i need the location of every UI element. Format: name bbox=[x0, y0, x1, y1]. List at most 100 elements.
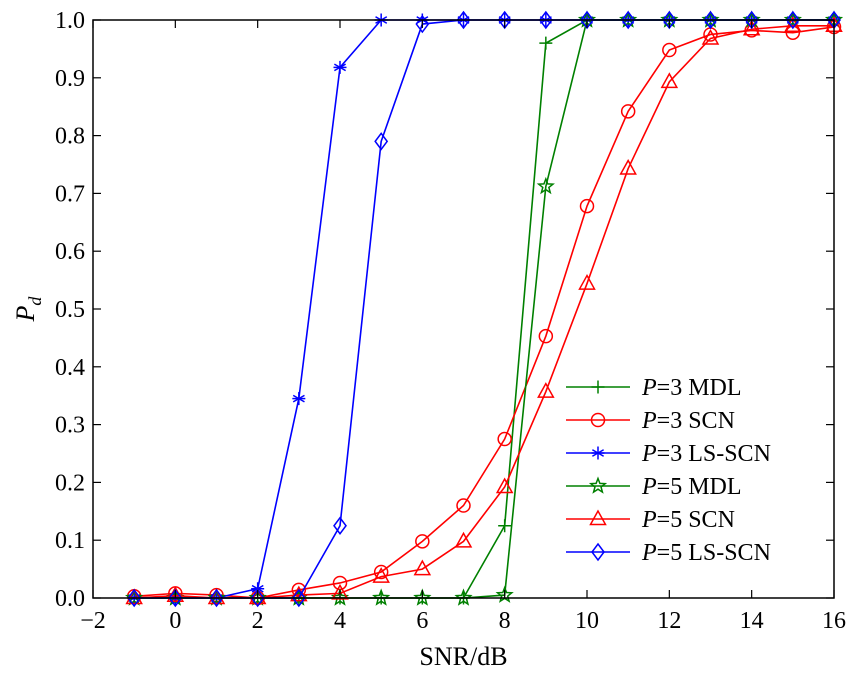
x-tick-label: −2 bbox=[80, 608, 106, 634]
marker-star bbox=[125, 588, 144, 606]
y-tick-label: 0.3 bbox=[55, 413, 85, 439]
marker-diamond bbox=[703, 10, 718, 30]
marker-triangle bbox=[537, 382, 555, 398]
marker-triangle bbox=[578, 274, 596, 290]
legend-label-var: P bbox=[641, 375, 657, 401]
legend-label: P=3 MDL bbox=[641, 375, 742, 401]
x-tick-label: 0 bbox=[169, 608, 181, 634]
marker-triangle bbox=[589, 509, 607, 526]
marker-diamond bbox=[250, 588, 265, 608]
marker-plus bbox=[539, 36, 553, 50]
marker-triangle bbox=[454, 531, 473, 548]
marker-triangle bbox=[619, 159, 637, 175]
legend-label: P=5 MDL bbox=[641, 474, 742, 500]
y-axis-label-main: P bbox=[11, 305, 40, 322]
marker-asterisk bbox=[292, 392, 306, 406]
x-tick-label: 6 bbox=[416, 608, 428, 634]
marker-diamond bbox=[168, 588, 183, 608]
marker-asterisk bbox=[333, 60, 347, 74]
marker-star bbox=[207, 588, 226, 606]
marker-triangle bbox=[742, 19, 761, 36]
legend-entry: P=5 LS-SCN bbox=[566, 540, 771, 566]
marker-diamond bbox=[591, 542, 605, 562]
marker-triangle bbox=[207, 588, 226, 605]
legend-label: P=3 LS-SCN bbox=[641, 441, 771, 467]
legend-label-var: P bbox=[641, 441, 657, 467]
y-axis-label-subscript: d bbox=[25, 296, 45, 306]
x-tick-label: 8 bbox=[499, 608, 511, 634]
marker-star bbox=[588, 476, 608, 494]
marker-diamond bbox=[415, 14, 430, 34]
marker-star bbox=[619, 10, 638, 28]
y-tick-label: 0.5 bbox=[55, 297, 85, 323]
marker-triangle bbox=[248, 588, 267, 605]
y-tick-label: 0.1 bbox=[55, 528, 85, 554]
marker-star bbox=[536, 176, 555, 195]
y-tick-label: 0.6 bbox=[55, 239, 85, 265]
legend-entry: P=3 LS-SCN bbox=[566, 441, 771, 467]
y-tick-label: 0.4 bbox=[55, 355, 85, 381]
marker-circle bbox=[497, 431, 512, 447]
marker-star bbox=[701, 10, 720, 28]
marker-circle bbox=[538, 328, 554, 344]
x-tick-label: 12 bbox=[657, 608, 681, 634]
marker-diamond bbox=[538, 10, 553, 30]
marker-triangle bbox=[125, 588, 143, 605]
y-tick-label: 0.0 bbox=[55, 586, 85, 612]
y-tick-label: 1.0 bbox=[55, 8, 85, 34]
legend-label-rest: =5 MDL bbox=[657, 474, 742, 500]
marker-circle bbox=[579, 198, 595, 214]
marker-diamond bbox=[785, 10, 800, 30]
marker-star bbox=[454, 588, 473, 606]
legend-entry: P=5 SCN bbox=[566, 507, 735, 533]
legend-label-var: P bbox=[641, 408, 657, 434]
legend-entry: P=3 SCN bbox=[566, 408, 735, 434]
marker-triangle bbox=[372, 567, 390, 583]
x-tick-label: 10 bbox=[575, 608, 599, 634]
marker-asterisk bbox=[591, 446, 605, 460]
legend-label-rest: =3 LS-SCN bbox=[657, 441, 771, 467]
marker-star bbox=[248, 588, 267, 606]
marker-diamond bbox=[291, 588, 306, 608]
legend-label: P=5 SCN bbox=[641, 507, 735, 533]
y-axis-label: Pd bbox=[11, 296, 45, 323]
marker-triangle bbox=[701, 28, 720, 45]
marker-star bbox=[413, 588, 432, 606]
marker-diamond bbox=[374, 132, 389, 151]
marker-triangle bbox=[784, 16, 802, 33]
marker-triangle bbox=[660, 72, 679, 89]
marker-diamond bbox=[127, 588, 142, 608]
legend-label-rest: =3 MDL bbox=[657, 375, 742, 401]
marker-circle bbox=[373, 564, 389, 580]
legend-label-var: P bbox=[641, 474, 657, 500]
marker-plus bbox=[591, 380, 605, 394]
legend-label-rest: =5 SCN bbox=[657, 507, 735, 533]
x-tick-label: 4 bbox=[334, 608, 346, 634]
marker-diamond bbox=[209, 588, 224, 608]
y-tick-label: 0.2 bbox=[55, 470, 85, 496]
legend-entry: P=3 MDL bbox=[566, 375, 742, 401]
marker-circle bbox=[590, 412, 606, 428]
marker-circle bbox=[662, 42, 677, 58]
marker-diamond bbox=[621, 10, 636, 30]
legend-label: P=5 LS-SCN bbox=[641, 540, 771, 566]
legend-label-rest: =3 SCN bbox=[657, 408, 735, 434]
legend-label-rest: =5 LS-SCN bbox=[657, 540, 771, 566]
marker-circle bbox=[620, 104, 636, 119]
marker-star bbox=[783, 10, 802, 28]
marker-diamond bbox=[456, 10, 471, 30]
legend-entry: P=5 MDL bbox=[566, 474, 742, 500]
axes: −2 0 2 4 6 8 10 12 14 16 0.0 0.1 0.2 0.3 0.4 0.5 0.6 0.7 0… bbox=[55, 8, 846, 634]
x-tick-label: 14 bbox=[740, 608, 764, 634]
marker-triangle bbox=[495, 477, 514, 494]
marker-triangle bbox=[331, 583, 349, 600]
y-tick-label: 0.9 bbox=[55, 66, 85, 92]
marker-plus bbox=[498, 519, 512, 533]
x-tick-label: 16 bbox=[822, 608, 846, 634]
legend-label: P=3 SCN bbox=[641, 408, 735, 434]
marker-diamond bbox=[333, 516, 347, 535]
marker-star bbox=[372, 588, 391, 606]
legend-label-var: P bbox=[641, 507, 657, 533]
